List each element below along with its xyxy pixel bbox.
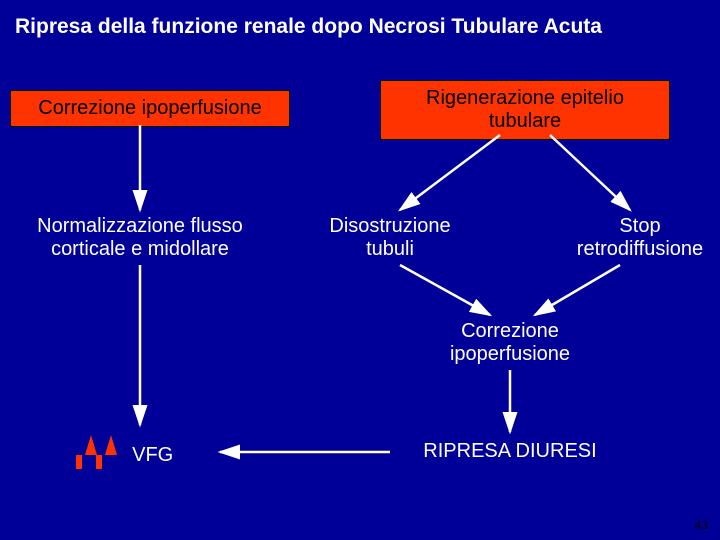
box-rigenerazione-l1: Rigenerazione epitelio: [393, 87, 657, 110]
node-correzione2-l1: Correzione: [420, 320, 600, 343]
box-correzione: Correzione ipoperfusione: [10, 90, 290, 127]
node-normalizzazione-l2: corticale e midollare: [10, 238, 270, 261]
up-arrow-icon: [105, 435, 119, 461]
node-disostruzione-l1: Disostruzione: [310, 215, 470, 238]
node-disostruzione-l2: tubuli: [310, 238, 470, 261]
node-vfg: VFG: [85, 435, 215, 467]
box-rigenerazione: Rigenerazione epitelio tubulare: [380, 80, 670, 140]
node-stop-l1: Stop: [560, 215, 720, 238]
node-stop-l2: retrodiffusione: [560, 238, 720, 261]
node-ripresa: RIPRESA DIURESI: [395, 440, 625, 463]
node-correzione2: Correzione ipoperfusione: [420, 320, 600, 366]
node-normalizzazione: Normalizzazione flusso corticale e midol…: [10, 215, 270, 261]
vfg-label: VFG: [132, 444, 173, 466]
box-rigenerazione-l2: tubulare: [393, 110, 657, 133]
node-correzione2-l2: ipoperfusione: [420, 343, 600, 366]
node-normalizzazione-l1: Normalizzazione flusso: [10, 215, 270, 238]
node-stop: Stop retrodiffusione: [560, 215, 720, 261]
slide-title: Ripresa della funzione renale dopo Necro…: [0, 0, 720, 39]
page-number: 43: [695, 518, 708, 532]
node-disostruzione: Disostruzione tubuli: [310, 215, 470, 261]
